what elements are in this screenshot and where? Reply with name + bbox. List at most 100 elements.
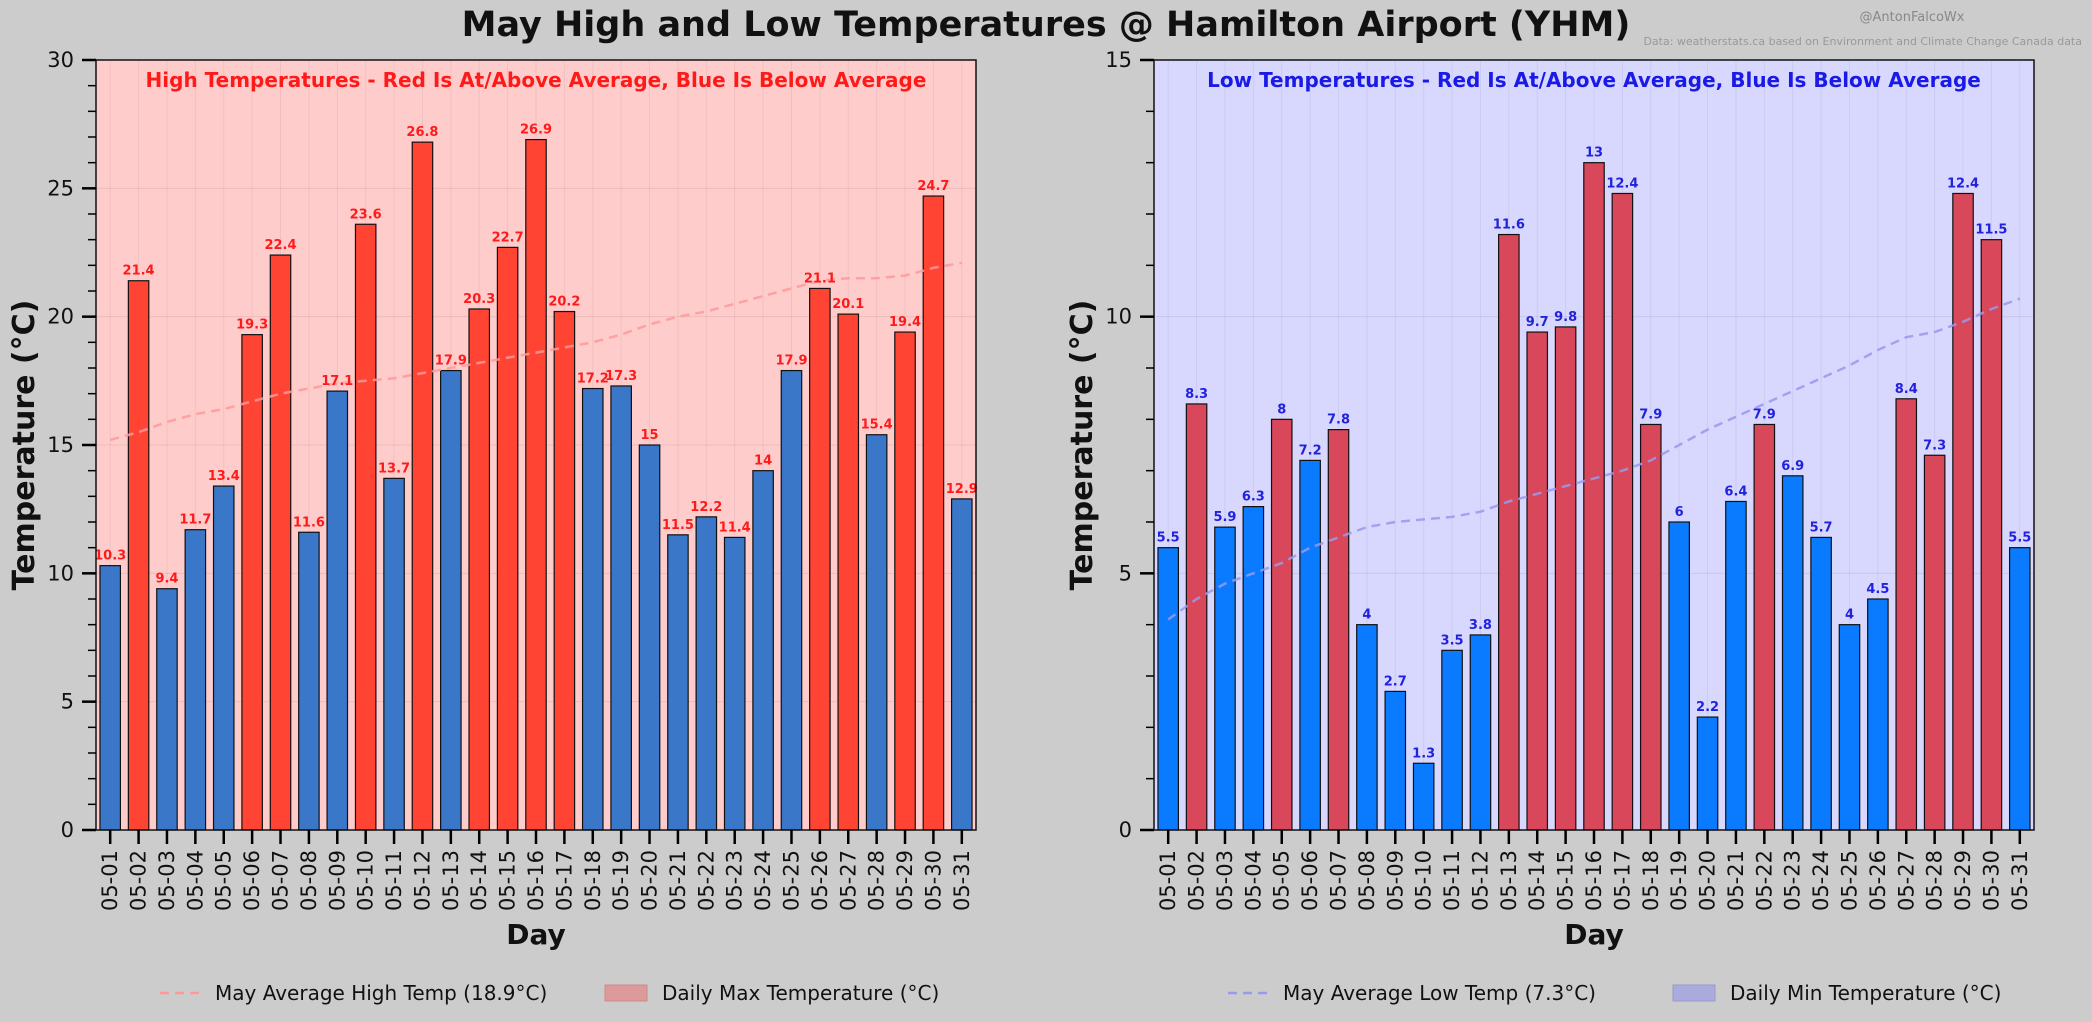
bar-05-17 <box>1611 192 1634 831</box>
figure-title: May High and Low Temperatures @ Hamilton… <box>462 5 1631 45</box>
x-tick-label: 05-25 <box>779 850 803 911</box>
bar-05-01 <box>99 565 122 831</box>
x-tick-label: 05-15 <box>496 850 520 911</box>
data-label: 7.3 <box>1923 438 1946 453</box>
x-tick-label: 05-03 <box>155 850 179 911</box>
bar-05-15 <box>496 246 519 831</box>
data-label: 5.7 <box>1810 520 1833 535</box>
data-label: 26.8 <box>406 125 438 140</box>
data-label: 19.3 <box>236 318 268 333</box>
data-label: 2.7 <box>1384 674 1407 689</box>
data-label: 9.8 <box>1554 310 1577 325</box>
x-tick-label: 05-30 <box>921 850 945 911</box>
data-label: 22.4 <box>264 238 296 253</box>
legend-label-average: May Average Low Temp (7.3°C) <box>1283 981 1596 1005</box>
bar-05-30 <box>922 195 945 831</box>
bar-05-10 <box>354 223 377 831</box>
x-tick-label: 05-09 <box>1383 850 1407 911</box>
data-label: 5.5 <box>1157 531 1180 546</box>
y-tick-label: 20 <box>47 305 74 329</box>
bar-05-02 <box>1185 403 1208 831</box>
bar-05-14 <box>1526 331 1549 831</box>
data-label: 12.9 <box>946 482 978 497</box>
x-tick-label: 05-11 <box>382 850 406 911</box>
data-label: 9.7 <box>1526 315 1549 330</box>
x-tick-label: 05-14 <box>1525 850 1549 911</box>
y-tick-label: 10 <box>47 561 74 585</box>
x-tick-label: 05-22 <box>1752 850 1776 911</box>
bar-05-12 <box>411 141 434 831</box>
data-label: 7.8 <box>1327 413 1350 428</box>
bar-05-08 <box>1356 624 1378 831</box>
x-tick-label: 05-10 <box>354 850 378 911</box>
x-tick-label: 05-04 <box>1241 850 1265 911</box>
x-tick-label: 05-05 <box>212 850 236 911</box>
y-axis-label: Temperature (°C) <box>1065 300 1100 591</box>
x-tick-label: 05-02 <box>1185 850 1209 911</box>
x-tick-label: 05-26 <box>1866 850 1890 911</box>
data-label: 10.3 <box>94 549 126 564</box>
data-label: 6.9 <box>1781 459 1804 474</box>
bar-05-03 <box>1214 526 1236 831</box>
data-label: 11.6 <box>293 515 325 530</box>
data-label: 14 <box>754 454 772 469</box>
legend-label-average: May Average High Temp (18.9°C) <box>215 981 547 1005</box>
data-label: 4 <box>1362 608 1371 623</box>
data-label: 13.7 <box>378 461 410 476</box>
data-label: 11.5 <box>662 518 694 533</box>
data-label: 11.4 <box>719 520 751 535</box>
bar-05-16 <box>1583 162 1605 831</box>
bar-05-17 <box>553 310 576 831</box>
average-line <box>109 261 963 442</box>
x-tick-label: 05-27 <box>1894 850 1918 911</box>
bar-05-07 <box>1327 429 1350 831</box>
x-tick-label: 05-28 <box>1923 850 1947 911</box>
data-label: 24.7 <box>917 179 949 194</box>
high-temperature-chart: 10.3 21.4 9.4 11.7 13.4 19.3 22.4 11.6 17.1 23.6 1… <box>7 48 978 1005</box>
x-tick-label: 05-25 <box>1837 850 1861 911</box>
bar-05-22 <box>695 516 718 831</box>
data-label: 6.3 <box>1242 490 1265 505</box>
data-label: 1.3 <box>1412 746 1435 761</box>
bar-05-04 <box>184 529 207 831</box>
x-tick-label: 05-12 <box>1468 850 1492 911</box>
x-tick-label: 05-24 <box>1809 850 1833 911</box>
y-tick-label: 5 <box>1119 561 1132 585</box>
x-tick-label: 05-20 <box>638 850 662 911</box>
bar-05-16 <box>525 138 547 831</box>
data-label: 12.4 <box>1606 176 1638 191</box>
x-tick-label: 05-28 <box>865 850 889 911</box>
bar-05-31 <box>2008 547 2031 831</box>
x-tick-label: 05-30 <box>1979 850 2003 911</box>
y-tick-label: 25 <box>47 176 74 200</box>
data-label: 12.2 <box>690 500 722 515</box>
bar-05-25 <box>780 369 803 831</box>
x-tick-label: 05-27 <box>836 850 860 911</box>
x-tick-label: 05-15 <box>1554 850 1578 911</box>
x-tick-label: 05-24 <box>751 850 775 911</box>
x-tick-label: 05-26 <box>808 850 832 911</box>
bar-05-15 <box>1554 326 1577 831</box>
bar-05-01 <box>1157 547 1180 831</box>
bar-05-09 <box>1384 690 1407 831</box>
x-tick-label: 05-21 <box>1724 850 1748 911</box>
bar-05-24 <box>1810 536 1832 831</box>
x-tick-label: 05-09 <box>325 850 349 911</box>
data-label: 7.9 <box>1639 407 1662 422</box>
bar-05-20 <box>1696 716 1719 831</box>
x-tick-label: 05-23 <box>723 850 747 911</box>
data-label: 20.1 <box>832 297 864 312</box>
data-label: 15 <box>641 428 659 443</box>
data-label: 7.9 <box>1753 407 1776 422</box>
x-tick-label: 05-01 <box>98 850 122 911</box>
data-label: 17.9 <box>775 354 807 369</box>
data-label: 4 <box>1845 608 1854 623</box>
bar-05-19 <box>1668 521 1690 831</box>
x-tick-label: 05-08 <box>1355 850 1379 911</box>
bar-05-22 <box>1753 423 1776 831</box>
bar-05-06 <box>1299 459 1321 831</box>
data-label: 7.2 <box>1299 443 1322 458</box>
x-tick-label: 05-17 <box>1610 850 1634 911</box>
x-tick-label: 05-17 <box>552 850 576 911</box>
